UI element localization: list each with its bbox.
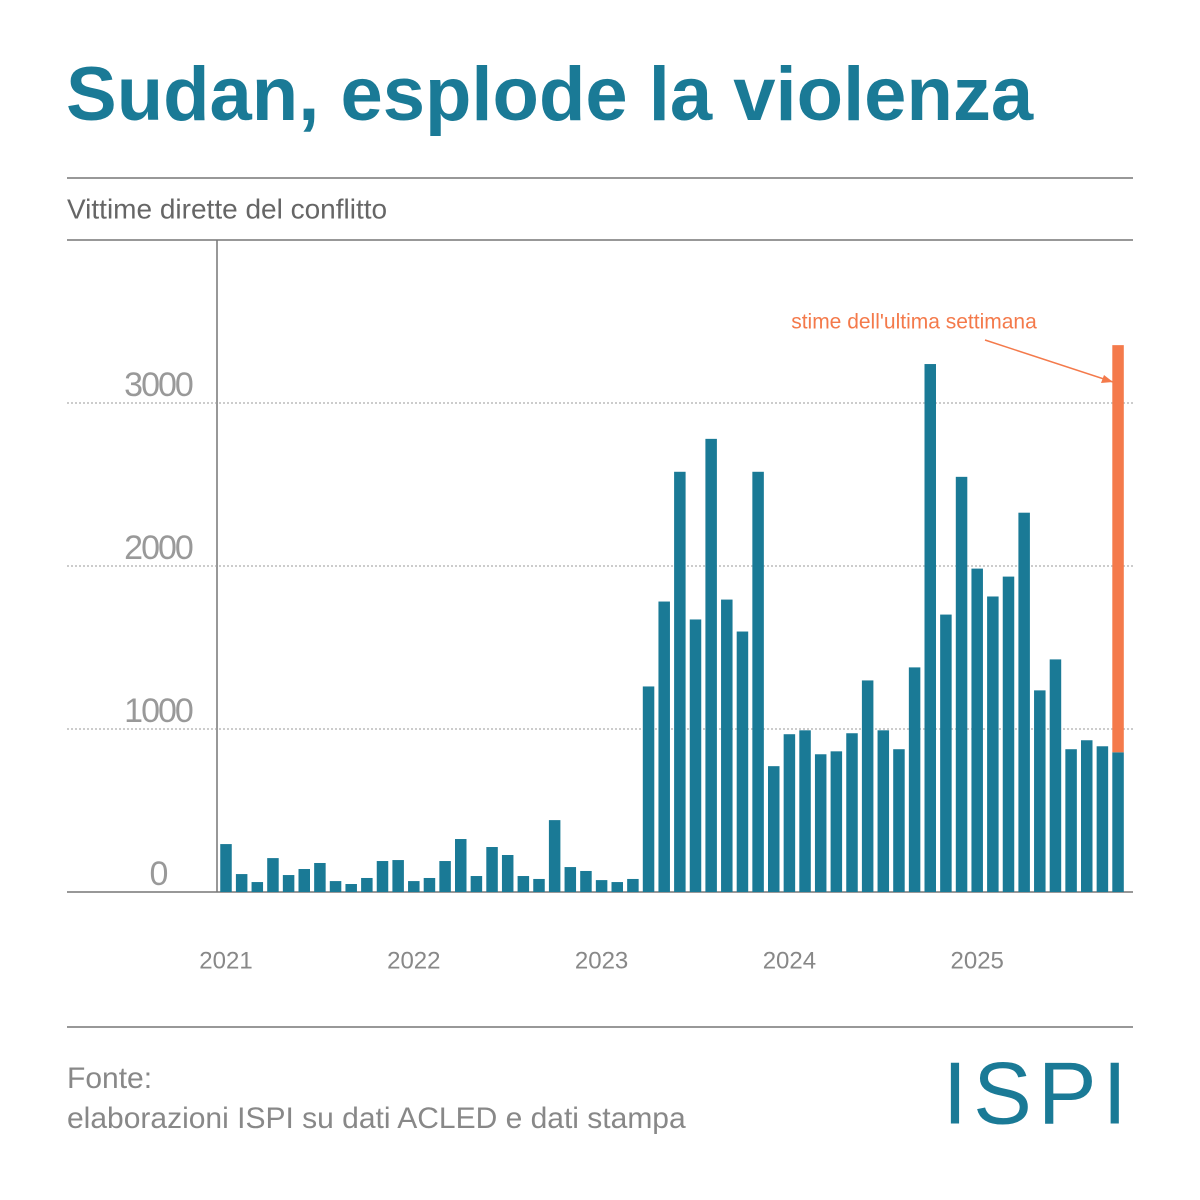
bar — [987, 596, 999, 892]
x-tick-label: 2024 — [763, 947, 816, 974]
bar — [423, 877, 436, 892]
bar — [705, 438, 717, 892]
bar — [533, 878, 545, 892]
bar — [1049, 659, 1062, 892]
bar — [1112, 752, 1124, 892]
bar — [971, 568, 983, 892]
bar — [1112, 345, 1124, 753]
bar — [1002, 576, 1015, 892]
bar — [548, 820, 561, 892]
bar — [752, 471, 764, 892]
x-tick-label: 2021 — [199, 947, 252, 974]
bar — [235, 874, 248, 892]
bar — [908, 667, 921, 892]
bar — [924, 364, 936, 893]
bar — [830, 751, 843, 892]
bar — [1065, 749, 1077, 892]
chart-title: Sudan, esplode la violenza — [66, 52, 1034, 137]
bar — [470, 876, 483, 892]
bar — [517, 876, 530, 892]
source-title: Fonte: — [67, 1062, 152, 1095]
bar — [611, 882, 623, 892]
bar — [736, 631, 749, 892]
annotation-arrow — [984, 339, 1114, 383]
bar — [721, 599, 733, 892]
bar — [674, 471, 686, 892]
bar — [580, 870, 592, 892]
bar — [329, 881, 342, 892]
annotation: stime dell'ultima settimana — [791, 311, 1037, 334]
x-tick-label: 2023 — [575, 947, 628, 974]
bar — [361, 877, 373, 892]
y-tick-label: 2000 — [124, 529, 193, 567]
bar — [799, 730, 811, 892]
y-tick-label: 1000 — [124, 692, 193, 730]
bar — [298, 869, 310, 892]
bar — [501, 854, 514, 892]
bar — [642, 686, 655, 892]
bar — [392, 860, 404, 892]
bar — [345, 884, 357, 892]
bar — [893, 749, 905, 892]
bar — [376, 861, 389, 892]
bar — [1081, 740, 1093, 892]
chart-subtitle: Vittime dirette del conflitto — [67, 193, 387, 224]
bar — [455, 839, 467, 892]
bar — [1096, 746, 1109, 892]
bar — [595, 880, 608, 892]
bar — [955, 476, 968, 892]
bar — [1018, 512, 1030, 892]
bar — [439, 861, 451, 892]
bar — [314, 862, 326, 892]
bar — [486, 847, 498, 892]
bar — [689, 619, 702, 892]
bar — [783, 734, 796, 892]
y-tick-label: 0 — [150, 855, 168, 893]
bar — [267, 858, 279, 892]
source: elaborazioni ISPI su dati ACLED e dati s… — [67, 1102, 686, 1135]
bar — [658, 601, 670, 892]
arrow-head — [1101, 375, 1113, 383]
x-tick-label: 2022 — [387, 947, 440, 974]
bar — [564, 867, 577, 892]
bar — [251, 882, 264, 892]
bar — [1034, 690, 1046, 892]
bar — [814, 754, 827, 892]
bar — [940, 614, 952, 892]
bar — [627, 878, 639, 892]
bar — [220, 844, 232, 892]
bar — [846, 733, 858, 892]
x-tick-label: 2025 — [951, 947, 1004, 974]
bar — [768, 766, 780, 892]
bar — [282, 875, 295, 892]
bar — [408, 881, 420, 892]
logo: ISPI — [943, 1043, 1133, 1142]
bar — [861, 680, 874, 892]
bar — [877, 730, 890, 892]
y-tick-label: 3000 — [124, 366, 193, 404]
